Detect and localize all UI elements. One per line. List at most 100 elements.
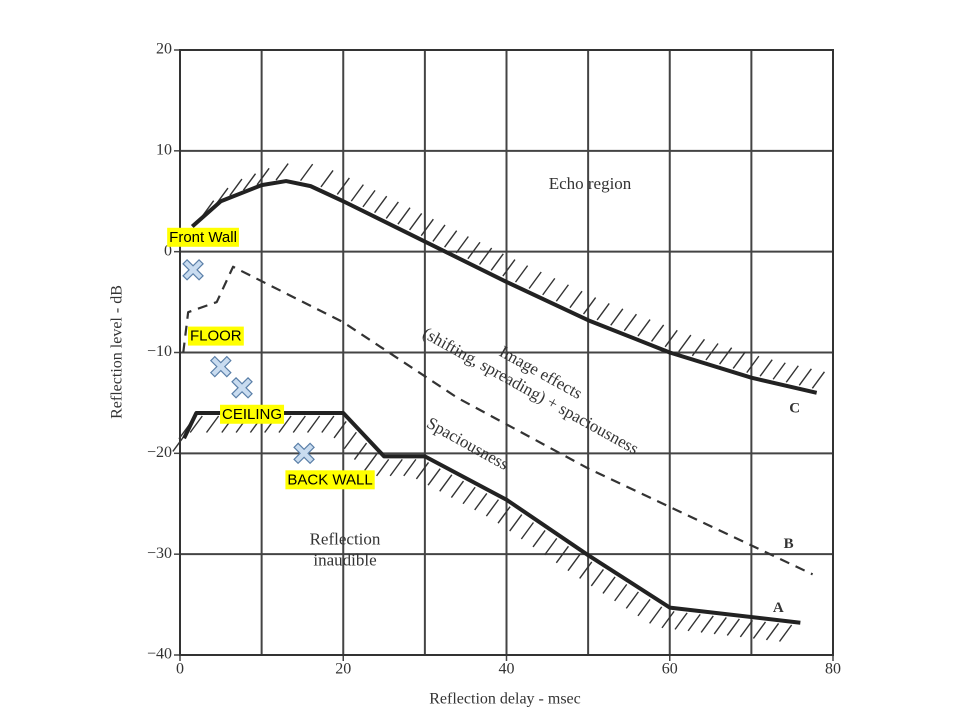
point-marker [182, 258, 204, 281]
hatch [490, 253, 504, 271]
y-tick-label: 20 [156, 41, 172, 58]
hatch [172, 434, 186, 452]
hatch [752, 621, 767, 639]
hatch [778, 624, 793, 642]
hatch [713, 617, 727, 635]
hatch [772, 362, 786, 380]
point-label: BACK WALL [287, 471, 372, 488]
hatch [746, 355, 760, 374]
annotation: Echo region [549, 174, 632, 193]
hatch [242, 173, 257, 191]
x-tick-label: 0 [176, 661, 184, 678]
label-box [285, 470, 375, 490]
hatch [555, 545, 569, 564]
hatch [474, 493, 488, 511]
hatch [321, 415, 335, 433]
label-box [167, 227, 239, 247]
hatch [478, 247, 493, 265]
hatch [602, 576, 616, 594]
hatch [462, 486, 476, 505]
hatch [785, 365, 799, 383]
point-label: Front Wall [169, 229, 237, 246]
hatch [364, 453, 378, 471]
hatch [765, 623, 780, 641]
hatch [278, 415, 292, 433]
hatch [292, 415, 306, 433]
hatch [362, 189, 376, 208]
hatch [811, 371, 826, 389]
hatch [661, 610, 675, 629]
hatch [444, 230, 458, 248]
x-tick-label: 80 [825, 661, 841, 678]
y-tick-label: −10 [147, 343, 172, 360]
x-axis-label: Reflection delay - msec [429, 691, 581, 708]
hatch [497, 506, 511, 524]
annotation: Reflection [310, 529, 381, 548]
hatch [306, 415, 321, 433]
hatch [403, 458, 417, 477]
hatch [409, 213, 423, 231]
hatch [705, 343, 719, 361]
hatch [485, 499, 500, 517]
hatch [544, 537, 558, 556]
hatch [299, 163, 314, 182]
hatch [397, 207, 411, 225]
hatch [336, 177, 350, 195]
hatch [569, 290, 583, 309]
hatch [650, 324, 665, 342]
y-tick-label: 10 [156, 142, 172, 159]
hatch [343, 431, 357, 450]
hatch [798, 368, 812, 386]
hatch [623, 313, 637, 332]
series-label: A [773, 600, 784, 616]
hatch [637, 319, 651, 337]
hatch [596, 303, 610, 321]
plot-frame [179, 49, 834, 656]
hatch [205, 415, 220, 433]
hatch [678, 334, 692, 353]
hatch [567, 553, 581, 572]
point-label-group: BACK WALL [285, 470, 375, 490]
curve [190, 179, 818, 395]
hatch [579, 561, 593, 579]
hatch [415, 462, 430, 480]
hatch [427, 468, 441, 486]
series-label: C [789, 400, 800, 416]
hatch [528, 271, 542, 289]
hatch [420, 218, 434, 237]
curve [182, 411, 801, 625]
hatch [674, 612, 688, 630]
point-marker [209, 355, 232, 378]
hatch [520, 522, 535, 540]
point-marker [231, 376, 253, 399]
hatch [719, 347, 733, 365]
hatch [649, 606, 663, 624]
hatch [333, 421, 347, 439]
hatch [590, 568, 604, 587]
hatch [555, 284, 569, 302]
annotation: inaudible [313, 550, 376, 569]
hatch [385, 201, 399, 219]
point-label-group: Front Wall [167, 227, 239, 247]
hatch [664, 329, 678, 348]
hatch [376, 458, 390, 477]
hatch [739, 620, 754, 638]
label-box [187, 326, 244, 346]
x-tick-label: 40 [499, 661, 515, 678]
hatch [582, 297, 597, 315]
hatch [610, 308, 624, 326]
hatch [350, 184, 364, 202]
hatch [625, 591, 639, 609]
y-tick-label: −20 [147, 444, 172, 461]
hatch [189, 415, 203, 433]
y-axis-label: Reflection level - dB [109, 285, 126, 419]
hatch [532, 530, 546, 548]
hatch [514, 265, 529, 283]
hatch [732, 351, 746, 369]
y-tick-label: 0 [164, 242, 172, 259]
hatch [389, 458, 403, 477]
y-tick-label: −30 [147, 545, 172, 562]
hatch [439, 474, 453, 492]
hatch [509, 514, 523, 532]
